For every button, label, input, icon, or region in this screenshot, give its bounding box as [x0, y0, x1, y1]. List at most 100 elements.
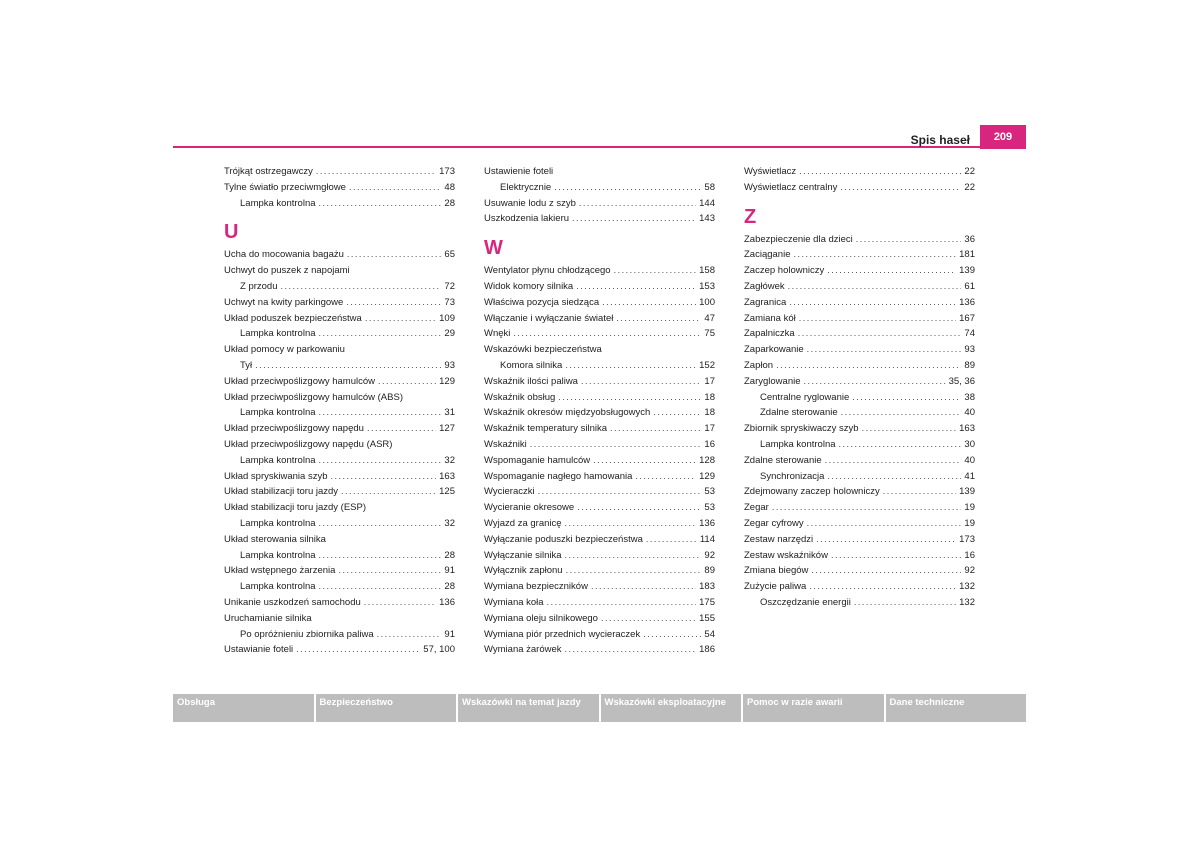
index-subentry: Centralne ryglowanie 38 [744, 390, 975, 406]
entry-page-number: 139 [959, 265, 975, 277]
index-subentry: Lampka kontrolna 32 [224, 453, 455, 469]
tab-bezpieczenstwo[interactable]: Bezpieczeństwo [315, 694, 456, 722]
tab-dane-techniczne[interactable]: Dane techniczne [885, 694, 1026, 722]
index-entry: Wskaźnik obsług 18 [484, 390, 715, 406]
entry-label: Układ poduszek bezpieczeństwa [224, 312, 362, 324]
entry-page-number: 89 [704, 565, 715, 577]
dot-leader [565, 516, 697, 532]
entry-label: Zegar cyfrowy [744, 517, 804, 529]
index-entry: Wycieranie okresowe 53 [484, 500, 715, 516]
entry-label: Widok komory silnika [484, 280, 574, 292]
dot-leader [338, 563, 441, 579]
index-subentry: Z przodu 72 [224, 279, 455, 295]
index-entry: Układ spryskiwania szyb 163 [224, 469, 455, 485]
entry-label: Lampka kontrolna [240, 581, 316, 593]
index-entry: Zapalniczka 74 [744, 326, 975, 342]
dot-leader [513, 326, 701, 342]
dot-leader [653, 405, 701, 421]
entry-page-number: 163 [959, 423, 975, 435]
index-entry: Zużycie paliwa 132 [744, 579, 975, 595]
entry-label: Zestaw narzędzi [744, 533, 814, 545]
entry-page-number: 155 [699, 612, 715, 624]
entry-label: Po opróżnieniu zbiornika paliwa [240, 628, 374, 640]
entry-label: Trójkąt ostrzegawczy [224, 166, 313, 177]
index-subentry: Synchronizacja 41 [744, 469, 975, 485]
index-entry: Zabezpieczenie dla dzieci 36 [744, 232, 975, 248]
entry-page-number: 153 [699, 280, 715, 292]
entry-page-number: 91 [444, 628, 455, 640]
index-entry: Ucha do mocowania bagażu 65 [224, 247, 455, 263]
dot-leader [255, 358, 441, 374]
entry-label: Układ sterowania silnika [224, 533, 326, 545]
dot-leader [809, 579, 956, 595]
entry-page-number: 19 [964, 502, 975, 514]
entry-page-number: 28 [444, 581, 455, 593]
index-subentry: Tył 93 [224, 358, 455, 374]
index-entry: Zestaw narzędzi 173 [744, 532, 975, 548]
index-entry: Wyświetlacz 22 [744, 164, 975, 180]
entry-page-number: 173 [959, 533, 975, 545]
entry-page-number: 38 [964, 391, 975, 403]
entry-label: Zużycie paliwa [744, 581, 807, 593]
entry-label: Wycieraczki [484, 486, 535, 498]
entry-page-number: 48 [444, 181, 455, 193]
dot-leader [538, 484, 702, 500]
dot-leader [614, 263, 697, 279]
index-entry: Układ pomocy w parkowaniu [224, 342, 455, 358]
entry-label: Wskaźnik obsług [484, 391, 556, 403]
entry-page-number: 136 [959, 296, 975, 308]
dot-leader [347, 247, 442, 263]
entry-page-number: 167 [959, 312, 975, 324]
entry-label: Lampka kontrolna [240, 454, 316, 466]
tab-wskazowki-jazdy[interactable]: Wskazówki na temat jazdy [458, 694, 599, 722]
entry-label: Zmiana biegów [744, 565, 809, 577]
dot-leader [789, 295, 956, 311]
entry-label: Wskaźniki [484, 438, 527, 450]
index-entry: Zaryglowanie 35, 36 [744, 374, 975, 390]
entry-page-number: 28 [444, 197, 455, 209]
entry-page-number: 125 [439, 486, 455, 498]
tab-pomoc-awarii[interactable]: Pomoc w razie awarii [743, 694, 884, 722]
tab-wskazowki-eksploatacyjne[interactable]: Wskazówki eksploatacyjne [600, 694, 741, 722]
dot-leader [565, 548, 702, 564]
dot-leader [572, 211, 696, 227]
index-entry: Zdalne sterowanie 40 [744, 453, 975, 469]
index-entry: Uchwyt na kwity parkingowe 73 [224, 295, 455, 311]
entry-label: Włączanie i wyłączanie świateł [484, 312, 614, 324]
entry-label: Oszczędzanie energii [760, 596, 851, 608]
entry-page-number: 158 [699, 265, 715, 277]
index-subentry: Zdalne sterowanie 40 [744, 405, 975, 421]
dot-leader [566, 563, 702, 579]
index-subentry: Elektrycznie 58 [484, 180, 715, 196]
index-entry: Trójkąt ostrzegawczy 173 [224, 164, 455, 180]
dot-leader [554, 180, 701, 196]
index-entry: Unikanie uszkodzeń samochodu 136 [224, 595, 455, 611]
entry-label: Uchwyt na kwity parkingowe [224, 296, 344, 308]
entry-page-number: 32 [444, 517, 455, 529]
dot-leader [581, 374, 701, 390]
index-entry: Wymiana piór przednich wycieraczek 54 [484, 627, 715, 643]
index-entry: Wyłączanie silnika 92 [484, 548, 715, 564]
index-entry: Wycieraczki 53 [484, 484, 715, 500]
entry-label: Wskaźnik ilości paliwa [484, 375, 578, 387]
entry-page-number: 186 [699, 644, 715, 656]
entry-label: Zaczep holowniczy [744, 265, 825, 277]
entry-label: Wentylator płynu chłodzącego [484, 265, 611, 277]
entry-page-number: 92 [964, 565, 975, 577]
entry-page-number: 28 [444, 549, 455, 561]
index-entry: Wspomaganie nagłego hamowania 129 [484, 469, 715, 485]
dot-leader [330, 469, 436, 485]
section-letter: U [224, 221, 239, 244]
entry-page-number: 93 [964, 344, 975, 356]
dot-leader [827, 263, 956, 279]
tab-obsluga[interactable]: Obsługa [173, 694, 314, 722]
dot-leader [316, 164, 436, 180]
entry-label: Ustawianie foteli [224, 644, 294, 656]
entry-label: Wymiana koła [484, 596, 544, 608]
entry-page-number: 40 [964, 407, 975, 419]
header-rule [173, 146, 1026, 148]
entry-page-number: 29 [444, 328, 455, 340]
entry-label: Ustawienie foteli [484, 166, 554, 177]
index-entry: Zaciąganie 181 [744, 247, 975, 263]
dot-leader [593, 453, 696, 469]
